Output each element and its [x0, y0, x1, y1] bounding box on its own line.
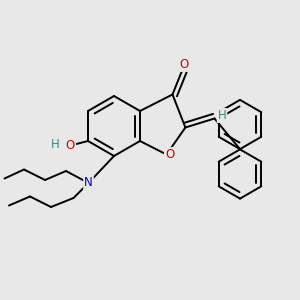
- Text: H: H: [51, 138, 60, 152]
- Text: N: N: [84, 176, 93, 190]
- Text: H: H: [218, 109, 226, 122]
- Text: O: O: [180, 58, 189, 71]
- Text: O: O: [66, 139, 75, 152]
- Text: O: O: [165, 148, 174, 161]
